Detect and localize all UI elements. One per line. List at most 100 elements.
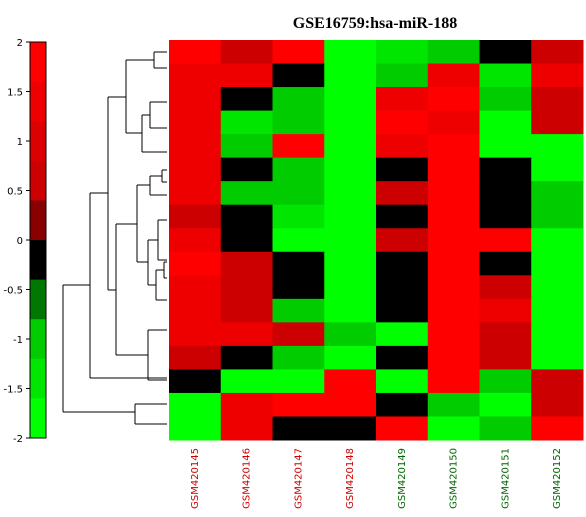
heatmap-cell bbox=[479, 392, 532, 417]
heatmap-cell bbox=[220, 204, 273, 229]
heatmap-cell bbox=[376, 251, 429, 276]
heatmap-grid bbox=[169, 40, 584, 441]
heatmap-cell bbox=[272, 298, 325, 323]
heatmap-cell bbox=[376, 369, 429, 394]
heatmap-cell bbox=[220, 228, 273, 253]
heatmap-cell bbox=[169, 40, 222, 65]
column-label: GSM420151 bbox=[500, 448, 511, 509]
heatmap-cell bbox=[479, 110, 532, 135]
heatmap-cell bbox=[169, 416, 222, 441]
heatmap-cell bbox=[531, 369, 584, 394]
heatmap-cell bbox=[272, 87, 325, 112]
heatmap-cell bbox=[479, 204, 532, 229]
heatmap-cell bbox=[531, 181, 584, 206]
heatmap-cell bbox=[324, 416, 377, 441]
colorbar-tick-label: -0.5 bbox=[3, 286, 23, 297]
colorbar-segment bbox=[30, 398, 46, 439]
heatmap-cell bbox=[531, 251, 584, 276]
heatmap-cell bbox=[531, 40, 584, 65]
colorbar-tick-label: 2 bbox=[17, 38, 23, 49]
heatmap-cell bbox=[324, 251, 377, 276]
heatmap-cell bbox=[376, 322, 429, 347]
column-label: GSM420148 bbox=[345, 448, 356, 509]
heatmap-cell bbox=[376, 204, 429, 229]
column-label: GSM420147 bbox=[293, 448, 304, 509]
colorbar-segment bbox=[30, 279, 46, 320]
heatmap-cell bbox=[324, 322, 377, 347]
heatmap-cell bbox=[376, 87, 429, 112]
heatmap-cell bbox=[272, 228, 325, 253]
heatmap-cell bbox=[376, 392, 429, 417]
heatmap-cell bbox=[531, 110, 584, 135]
column-label: GSM420152 bbox=[552, 448, 563, 509]
colorbar-segment bbox=[30, 121, 46, 162]
heatmap-cell bbox=[324, 110, 377, 135]
heatmap-cell bbox=[272, 134, 325, 159]
heatmap-cell bbox=[376, 228, 429, 253]
heatmap-cell bbox=[479, 157, 532, 182]
heatmap-cell bbox=[479, 40, 532, 65]
colorbar-segment bbox=[30, 200, 46, 241]
heatmap-cell bbox=[479, 251, 532, 276]
heatmap-cell bbox=[220, 275, 273, 300]
heatmap-cell bbox=[427, 416, 480, 441]
heatmap-cell bbox=[427, 392, 480, 417]
heatmap-cell bbox=[376, 40, 429, 65]
heatmap-cell bbox=[169, 134, 222, 159]
heatmap-cell bbox=[272, 369, 325, 394]
heatmap-cell bbox=[220, 134, 273, 159]
heatmap-cell bbox=[220, 369, 273, 394]
heatmap-cell bbox=[427, 63, 480, 88]
heatmap-cell bbox=[272, 40, 325, 65]
heatmap-cell bbox=[531, 298, 584, 323]
heatmap-cell bbox=[169, 251, 222, 276]
heatmap-cell bbox=[220, 63, 273, 88]
heatmap-cell bbox=[169, 298, 222, 323]
heatmap-cell bbox=[220, 87, 273, 112]
heatmap-cell bbox=[272, 251, 325, 276]
heatmap-cell bbox=[169, 110, 222, 135]
heatmap-cell bbox=[272, 392, 325, 417]
column-labels: GSM420145 GSM420146 GSM420147 GSM420148 GSM4… bbox=[190, 448, 563, 509]
column-label: GSM420149 bbox=[397, 448, 408, 509]
heatmap-cell bbox=[376, 134, 429, 159]
heatmap-cell bbox=[220, 416, 273, 441]
heatmap-cell bbox=[376, 181, 429, 206]
heatmap-cell bbox=[531, 157, 584, 182]
colorbar-tick-label: 0.5 bbox=[7, 187, 23, 198]
colorbar-segment bbox=[30, 240, 46, 281]
heatmap-cell bbox=[324, 228, 377, 253]
heatmap-cell bbox=[427, 345, 480, 370]
heatmap-cell bbox=[169, 87, 222, 112]
heatmap-cell bbox=[479, 345, 532, 370]
heatmap-cell bbox=[479, 63, 532, 88]
heatmap-cell bbox=[479, 87, 532, 112]
heatmap-cell bbox=[169, 322, 222, 347]
heatmap-cell bbox=[427, 275, 480, 300]
heatmap-cell bbox=[531, 87, 584, 112]
heatmap-cell bbox=[531, 416, 584, 441]
colorbar-segment bbox=[30, 160, 46, 201]
heatmap-cell bbox=[427, 40, 480, 65]
heatmap-cell bbox=[220, 110, 273, 135]
column-label: GSM420150 bbox=[449, 448, 460, 509]
colorbar-tick-label: 1.5 bbox=[7, 88, 23, 99]
colorbar: 2 1.5 1 0.5 0 -0.5 -1 -1.5 -2 bbox=[3, 38, 47, 445]
heatmap-cell bbox=[427, 87, 480, 112]
heatmap-cell bbox=[169, 204, 222, 229]
heatmap-cell bbox=[376, 63, 429, 88]
heatmap-cell bbox=[531, 275, 584, 300]
heatmap-cell bbox=[272, 204, 325, 229]
heatmap-cell bbox=[531, 204, 584, 229]
heatmap-cell bbox=[531, 322, 584, 347]
column-label: GSM420145 bbox=[190, 448, 201, 509]
heatmap-cell bbox=[324, 63, 377, 88]
heatmap-cell bbox=[427, 251, 480, 276]
heatmap-cell bbox=[324, 392, 377, 417]
heatmap-cell bbox=[272, 157, 325, 182]
heatmap-cell bbox=[427, 298, 480, 323]
heatmap-cell bbox=[220, 345, 273, 370]
heatmap-cell bbox=[272, 322, 325, 347]
heatmap-cell bbox=[324, 87, 377, 112]
